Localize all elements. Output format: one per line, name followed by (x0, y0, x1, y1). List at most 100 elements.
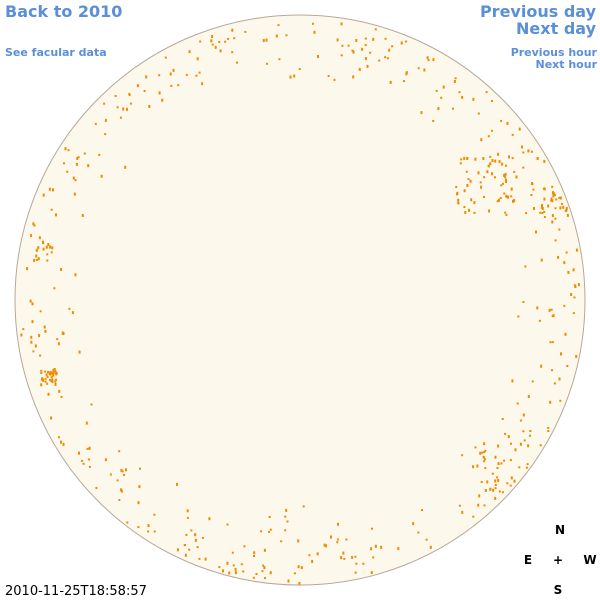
facula (120, 468, 123, 472)
facula (417, 531, 420, 534)
facula (507, 435, 510, 439)
facula (58, 436, 60, 439)
facula (477, 503, 480, 507)
facula (50, 416, 53, 420)
facula (577, 283, 580, 287)
facula (199, 40, 202, 43)
facula (429, 545, 432, 549)
facula (488, 209, 491, 213)
facula (491, 129, 493, 132)
facula (50, 251, 53, 254)
facula (48, 187, 51, 191)
facula (505, 164, 507, 167)
facula (330, 535, 332, 539)
facula (33, 224, 36, 227)
facula (364, 44, 367, 47)
next-day-link[interactable]: Next day (516, 19, 597, 38)
facula (264, 577, 266, 580)
facula (126, 107, 128, 111)
facula (44, 380, 47, 383)
facula (494, 496, 497, 500)
previous-hour-link[interactable]: Previous hour (511, 46, 598, 59)
facula (498, 490, 501, 493)
facula (300, 566, 303, 570)
facula (374, 28, 377, 31)
facula (73, 192, 76, 196)
facula (440, 96, 443, 99)
facula (35, 248, 38, 252)
facula (104, 133, 107, 136)
facula (195, 74, 198, 77)
facula (280, 540, 283, 543)
facula (158, 74, 161, 77)
facula (44, 329, 47, 333)
facula (472, 97, 475, 101)
facula (543, 210, 546, 213)
facula (355, 39, 358, 42)
facula (552, 194, 555, 198)
facula (347, 44, 350, 47)
facula (514, 448, 517, 452)
facula (42, 193, 45, 197)
facula (66, 170, 69, 173)
facula (492, 488, 495, 492)
facula (461, 510, 464, 514)
facula (484, 467, 487, 470)
facula (116, 106, 119, 109)
facula (565, 251, 568, 254)
facula (458, 91, 461, 94)
facula (186, 516, 189, 519)
facula (114, 95, 117, 97)
facula (500, 184, 503, 187)
facula (457, 202, 460, 205)
facula (405, 40, 408, 43)
facula (317, 55, 319, 58)
facula (50, 371, 52, 375)
facula (20, 333, 23, 337)
facula (541, 207, 544, 211)
facula (551, 220, 554, 224)
facula (60, 267, 62, 271)
facula (49, 245, 52, 249)
facula (477, 171, 480, 175)
facula (530, 150, 533, 153)
facula (41, 377, 44, 381)
facula (494, 455, 497, 459)
facula (311, 559, 314, 563)
facula (561, 202, 563, 205)
previous-day-link[interactable]: Previous day (480, 2, 597, 21)
facula (72, 176, 75, 180)
facula (333, 78, 336, 81)
facula (487, 164, 490, 167)
facula (40, 372, 43, 374)
facula (494, 479, 497, 483)
facula (234, 571, 237, 575)
facula (548, 308, 551, 312)
facula (554, 239, 557, 242)
facula (525, 212, 528, 215)
facula (452, 107, 454, 110)
facula (524, 265, 527, 268)
facula (240, 563, 243, 566)
next-hour-link[interactable]: Next hour (536, 58, 598, 71)
facula (479, 451, 482, 455)
facula (54, 382, 57, 386)
facula (566, 213, 569, 217)
back-link[interactable]: Back to 2010 (5, 2, 122, 21)
facula (572, 312, 575, 315)
facula (42, 247, 45, 251)
facular-link[interactable]: See facular data (5, 46, 107, 59)
facula (483, 458, 486, 461)
facula (564, 332, 567, 336)
facula (32, 222, 35, 226)
facula (494, 484, 497, 486)
facula (184, 553, 187, 557)
facula (559, 399, 562, 402)
facula (503, 174, 506, 177)
facula (558, 196, 561, 199)
facula (177, 84, 180, 87)
facula (42, 242, 45, 245)
facula (496, 200, 499, 203)
facula (469, 179, 472, 183)
facula (459, 162, 462, 165)
